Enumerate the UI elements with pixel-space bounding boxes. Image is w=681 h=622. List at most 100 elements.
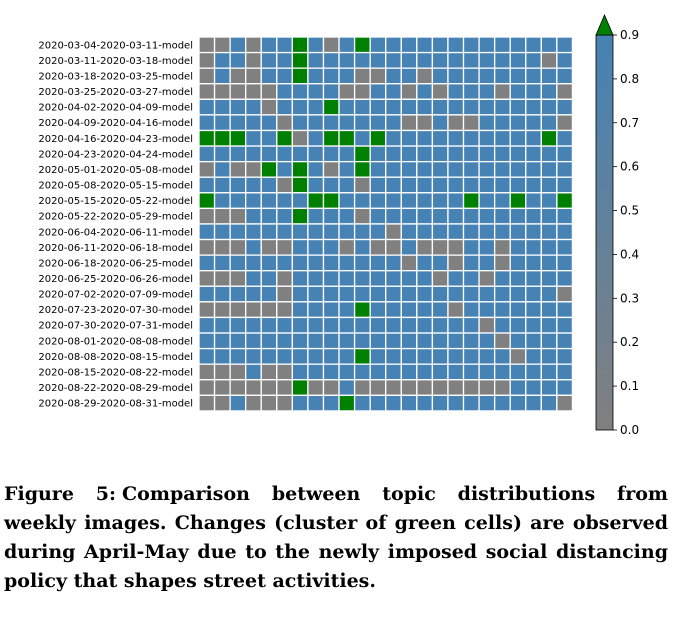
colorbar-tick-label: 0.9 bbox=[620, 28, 639, 42]
colorbar-gradient bbox=[595, 34, 614, 431]
heatmap-cell bbox=[245, 301, 262, 319]
heatmap-cell bbox=[369, 254, 387, 272]
heatmap-cell bbox=[353, 98, 371, 116]
heatmap-cell bbox=[385, 114, 402, 132]
heatmap-cell bbox=[385, 207, 402, 225]
heatmap-cell bbox=[493, 363, 511, 381]
row-label: 2020-04-23-2020-04-24-model bbox=[38, 149, 193, 160]
heatmap-cell bbox=[478, 394, 496, 412]
heatmap-cell bbox=[338, 51, 356, 69]
row-label: 2020-07-02-2020-07-09-model bbox=[38, 290, 193, 301]
heatmap-cell bbox=[369, 129, 387, 147]
heatmap-cell bbox=[276, 238, 294, 256]
heatmap-cell bbox=[400, 394, 418, 412]
heatmap-cell bbox=[322, 316, 340, 334]
heatmap-cell bbox=[525, 301, 542, 319]
heatmap-cell bbox=[353, 192, 371, 210]
heatmap-cell bbox=[229, 363, 247, 381]
heatmap-cell bbox=[276, 114, 294, 132]
heatmap-cell bbox=[416, 36, 434, 54]
heatmap-cell bbox=[307, 363, 325, 381]
heatmap-cell bbox=[431, 223, 449, 241]
heatmap-cell bbox=[369, 223, 387, 241]
heatmap-cell bbox=[291, 36, 309, 54]
heatmap-cell bbox=[245, 207, 262, 225]
heatmap-cell bbox=[229, 332, 247, 350]
heatmap-cell bbox=[385, 160, 402, 178]
heatmap-cell bbox=[416, 207, 434, 225]
heatmap-cell bbox=[462, 176, 480, 194]
heatmap-cell bbox=[198, 145, 216, 163]
heatmap-cell bbox=[462, 67, 480, 85]
heatmap-cell bbox=[385, 254, 402, 272]
heatmap-cell bbox=[478, 83, 496, 100]
heatmap-cell bbox=[245, 98, 262, 116]
heatmap-cell bbox=[556, 51, 574, 69]
heatmap-cell bbox=[416, 129, 434, 147]
heatmap-cell bbox=[260, 176, 278, 194]
heatmap-cell bbox=[556, 394, 574, 412]
heatmap-cell bbox=[416, 67, 434, 85]
heatmap-cell bbox=[245, 160, 262, 178]
heatmap-cell bbox=[353, 285, 371, 303]
heatmap-cell bbox=[369, 347, 387, 365]
heatmap-cell bbox=[462, 347, 480, 365]
heatmap-cell bbox=[198, 207, 216, 225]
heatmap-cell bbox=[462, 332, 480, 350]
heatmap-cell bbox=[462, 285, 480, 303]
heatmap-cell bbox=[525, 129, 542, 147]
colorbar-extend-arrow bbox=[595, 13, 614, 36]
heatmap-cell bbox=[447, 160, 465, 178]
heatmap-cell bbox=[556, 114, 574, 132]
heatmap-cell bbox=[229, 192, 247, 210]
heatmap-cell bbox=[369, 98, 387, 116]
row-label: 2020-06-11-2020-06-18-model bbox=[38, 243, 193, 254]
heatmap-cell bbox=[431, 98, 449, 116]
heatmap-cell bbox=[353, 394, 371, 412]
heatmap-cell bbox=[291, 223, 309, 241]
heatmap-cell bbox=[431, 114, 449, 132]
heatmap-cell bbox=[245, 316, 262, 334]
heatmap-cell bbox=[525, 238, 542, 256]
heatmap-cell bbox=[213, 238, 231, 256]
heatmap-cell bbox=[462, 160, 480, 178]
heatmap-cell bbox=[493, 347, 511, 365]
heatmap-cell bbox=[493, 114, 511, 132]
heatmap-cell bbox=[322, 207, 340, 225]
heatmap-cell bbox=[260, 98, 278, 116]
row-label: 2020-05-22-2020-05-29-model bbox=[38, 212, 193, 223]
heatmap-cell bbox=[493, 192, 511, 210]
heatmap-cell bbox=[509, 160, 527, 178]
heatmap-cell bbox=[525, 98, 542, 116]
row-label: 2020-03-11-2020-03-18-model bbox=[38, 56, 193, 67]
heatmap-cell bbox=[213, 379, 231, 396]
heatmap-cell bbox=[416, 316, 434, 334]
heatmap-cell bbox=[556, 207, 574, 225]
heatmap-cell bbox=[478, 114, 496, 132]
heatmap-cell bbox=[431, 363, 449, 381]
heatmap-cell bbox=[525, 332, 542, 350]
heatmap-cell bbox=[229, 347, 247, 365]
heatmap-cell bbox=[291, 192, 309, 210]
heatmap-cell bbox=[213, 254, 231, 272]
heatmap-cell bbox=[198, 254, 216, 272]
heatmap-cell bbox=[338, 394, 356, 412]
heatmap-cell bbox=[385, 301, 402, 319]
heatmap-cell bbox=[213, 223, 231, 241]
heatmap-cell bbox=[540, 160, 558, 178]
heatmap-cell bbox=[291, 238, 309, 256]
heatmap-cell bbox=[431, 192, 449, 210]
heatmap-cell bbox=[229, 176, 247, 194]
row-label: 2020-08-29-2020-08-31-model bbox=[38, 399, 193, 410]
heatmap-cell bbox=[400, 98, 418, 116]
heatmap-cell bbox=[322, 114, 340, 132]
heatmap-cell bbox=[198, 160, 216, 178]
heatmap-cell bbox=[198, 129, 216, 147]
heatmap-cell bbox=[540, 223, 558, 241]
heatmap-cell bbox=[260, 114, 278, 132]
heatmap-cell bbox=[353, 301, 371, 319]
heatmap-cell bbox=[213, 363, 231, 381]
heatmap-cell bbox=[260, 285, 278, 303]
heatmap-cell bbox=[416, 347, 434, 365]
heatmap-cell bbox=[353, 51, 371, 69]
